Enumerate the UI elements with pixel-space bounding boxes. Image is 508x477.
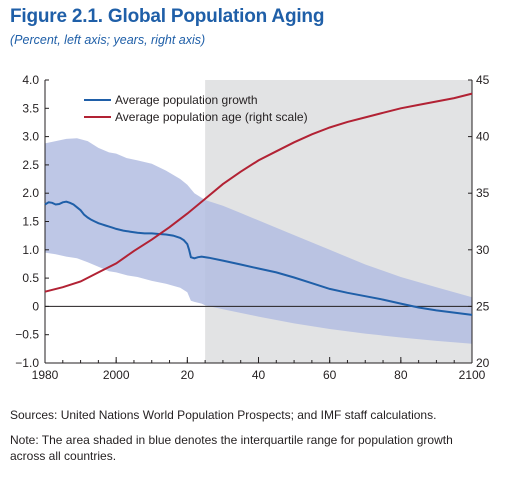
left-axis-tick-label: −1.0 [15, 356, 39, 370]
legend: Average population growth Average popula… [84, 93, 308, 124]
left-axis-tick-label: 0 [32, 299, 39, 313]
x-axis-tick-label: 60 [323, 368, 337, 382]
axes: 4.0 3.5 3.0 2.5 2.0 1.5 1.0 0.5 0 −0.5 −1.0 45 40 35 3… [15, 73, 489, 382]
right-axis-tick-label: 35 [476, 186, 490, 200]
right-axis-tick-label: 40 [476, 130, 490, 144]
left-axis-tick-label: −0.5 [15, 328, 39, 342]
left-axis-tick-label: 1.0 [22, 243, 39, 257]
chart-title: Figure 2.1. Global Population Aging [10, 6, 325, 27]
left-axis-tick-label: 1.5 [22, 215, 39, 229]
sources-note: Sources: United Nations World Population… [10, 408, 437, 422]
right-axis-tick-label: 30 [476, 243, 490, 257]
left-axis-tick-label: 3.5 [22, 101, 39, 115]
chart: 4.0 3.5 3.0 2.5 2.0 1.5 1.0 0.5 0 −0.5 −1.0 45 40 35 3… [15, 73, 489, 382]
footnote: Note: The area shaded in blue denotes th… [10, 433, 453, 463]
left-axis-tick-label: 4.0 [22, 73, 39, 87]
left-axis-tick-label: 2.5 [22, 158, 39, 172]
chart-subtitle: (Percent, left axis; years, right axis) [10, 33, 206, 47]
x-axis-tick-label: 2100 [459, 368, 486, 382]
right-axis-tick-label: 20 [476, 356, 490, 370]
legend-label-population-growth: Average population growth [115, 93, 258, 107]
right-axis-tick-label: 45 [476, 73, 490, 87]
right-axis-tick-label: 25 [476, 299, 490, 313]
legend-label-population-age: Average population age (right scale) [115, 110, 308, 124]
interquartile-range-band [45, 138, 472, 344]
x-axis-tick-label: 80 [394, 368, 408, 382]
left-axis-tick-label: 3.0 [22, 130, 39, 144]
x-axis-tick-label: 20 [181, 368, 195, 382]
left-axis-tick-label: 0.5 [22, 271, 39, 285]
left-axis-tick-label: 2.0 [22, 186, 39, 200]
series-line-population-age [44, 92, 473, 293]
x-axis-tick-label: 40 [252, 368, 266, 382]
x-axis-tick-label: 2000 [103, 368, 130, 382]
x-axis-tick-label: 1980 [32, 368, 59, 382]
